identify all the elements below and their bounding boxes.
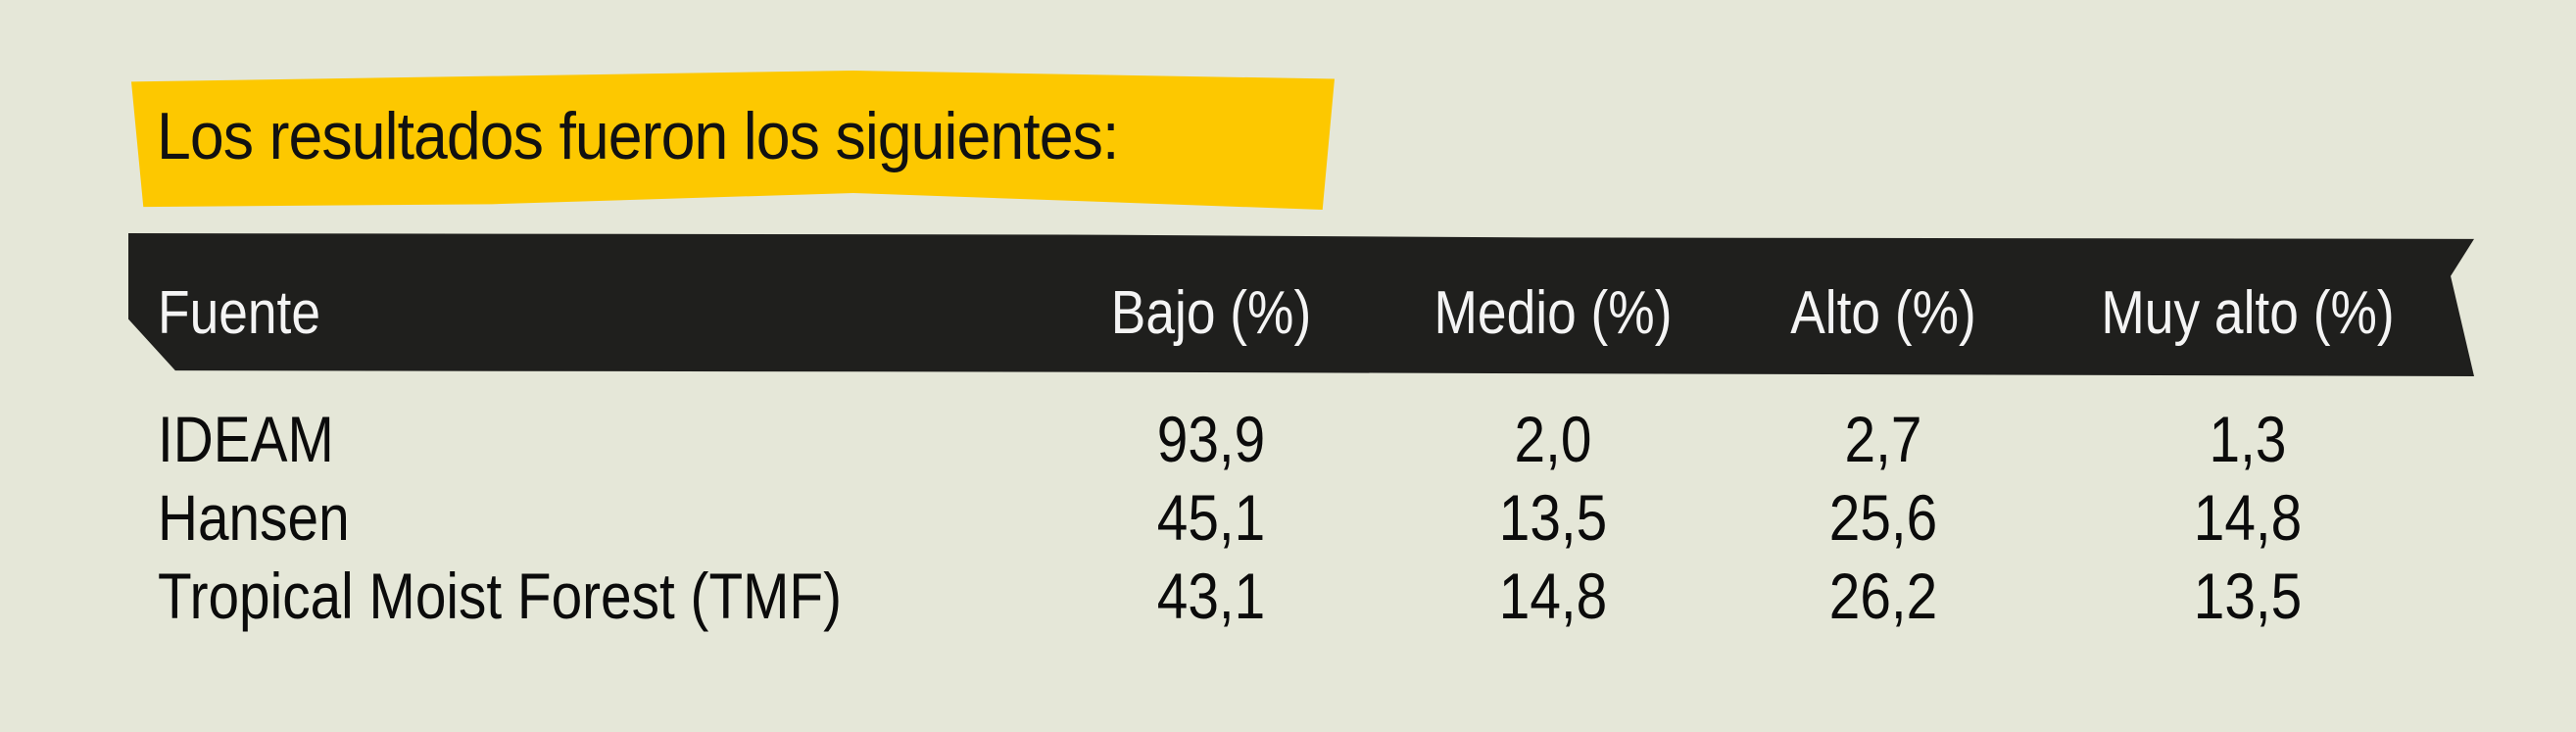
header-fuente: Fuente bbox=[158, 279, 321, 347]
table-cell-bajo: 93,9 bbox=[1156, 403, 1266, 475]
table-cell-alto: 2,7 bbox=[1844, 403, 1922, 475]
table-cell-source: Hansen bbox=[158, 481, 350, 554]
table-cell-muy-alto: 13,5 bbox=[2193, 560, 2303, 632]
table-cell-bajo: 45,1 bbox=[1156, 481, 1266, 554]
table-cell-source: Tropical Moist Forest (TMF) bbox=[158, 560, 842, 632]
table-cell-alto: 25,6 bbox=[1828, 481, 1938, 554]
header-muy-alto: Muy alto (%) bbox=[2101, 279, 2395, 347]
header-medio: Medio (%) bbox=[1434, 279, 1673, 347]
page-title: Los resultados fueron los siguientes: bbox=[157, 99, 1119, 173]
title-highlight bbox=[131, 71, 1335, 210]
table-cell-muy-alto: 14,8 bbox=[2193, 481, 2303, 554]
table-cell-bajo: 43,1 bbox=[1156, 560, 1266, 632]
table-cell-source: IDEAM bbox=[158, 403, 334, 475]
table-cell-medio: 13,5 bbox=[1498, 481, 1608, 554]
table-cell-medio: 14,8 bbox=[1498, 560, 1608, 632]
table-header-bar bbox=[128, 233, 2474, 376]
table-cell-alto: 26,2 bbox=[1828, 560, 1938, 632]
table-cell-medio: 2,0 bbox=[1514, 403, 1592, 475]
table-cell-muy-alto: 1,3 bbox=[2209, 403, 2287, 475]
header-bajo: Bajo (%) bbox=[1110, 279, 1312, 347]
header-alto: Alto (%) bbox=[1790, 279, 1976, 347]
